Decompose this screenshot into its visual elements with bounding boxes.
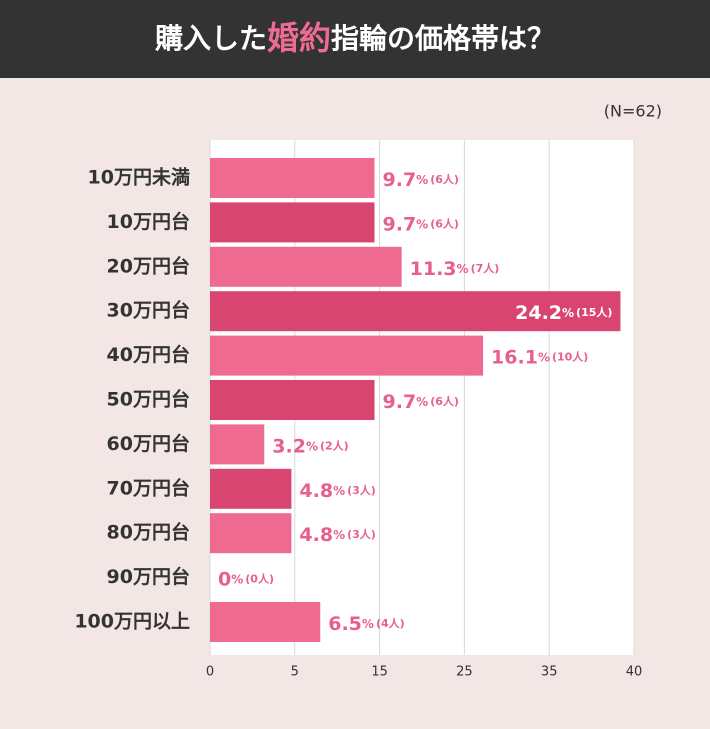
value-number: 24.2 xyxy=(515,302,562,324)
value-number: 9.7 xyxy=(383,169,417,191)
value-unit: % xyxy=(333,528,345,542)
y-tick-label: 100万円以上 xyxy=(74,611,190,633)
value-number: 3.2 xyxy=(272,435,306,457)
y-tick-label: 70万円台 xyxy=(107,476,190,499)
value-number: 9.7 xyxy=(383,391,417,413)
value-unit: % xyxy=(333,483,345,497)
count-label: (15人) xyxy=(576,305,612,319)
bar xyxy=(210,246,402,287)
value-label: 0% (0人) xyxy=(218,568,274,590)
header xyxy=(0,0,710,78)
value-unit: % xyxy=(306,439,318,453)
y-tick-label: 40万円台 xyxy=(107,343,190,366)
title-part: 指輪の価格帯は？ xyxy=(331,22,555,55)
bar xyxy=(210,158,375,198)
y-tick-label: 80万円台 xyxy=(107,521,190,544)
value-label: 4.8% (3人) xyxy=(299,479,375,501)
bar xyxy=(210,424,265,465)
sample-note: (N=62) xyxy=(604,102,662,121)
value-label: 24.2% (15人) xyxy=(515,302,612,324)
count-label: (2人) xyxy=(320,438,349,452)
y-tick-label: 50万円台 xyxy=(107,388,190,411)
value-label: 4.8% (3人) xyxy=(299,524,375,546)
bar xyxy=(210,468,292,509)
value-number: 6.5 xyxy=(328,613,362,635)
count-label: (6人) xyxy=(430,394,459,408)
x-tick-label: 25 xyxy=(456,665,473,680)
value-unit: % xyxy=(416,217,428,231)
value-label: 6.5% (4人) xyxy=(328,613,404,635)
x-tick-label: 0 xyxy=(206,665,214,680)
value-unit: % xyxy=(416,395,428,409)
value-number: 9.7 xyxy=(383,213,417,235)
value-label: 16.1% (10人) xyxy=(491,346,588,368)
y-tick-label: 60万円台 xyxy=(107,432,190,455)
x-tick-label: 5 xyxy=(291,665,299,680)
value-number: 4.8 xyxy=(299,524,333,546)
title-part: 購入した xyxy=(155,22,267,55)
count-label: (3人) xyxy=(347,527,376,541)
value-number: 16.1 xyxy=(491,346,538,368)
bar xyxy=(210,335,484,376)
bar xyxy=(210,380,375,420)
value-unit: % xyxy=(457,261,469,275)
bar xyxy=(210,602,321,642)
value-label: 11.3% (7人) xyxy=(410,257,500,279)
y-tick-label: 90万円台 xyxy=(107,565,190,588)
value-unit: % xyxy=(416,173,428,187)
value-label: 9.7% (6人) xyxy=(383,169,459,191)
y-tick-label: 20万円台 xyxy=(107,254,190,277)
y-tick-label: 30万円台 xyxy=(107,299,190,322)
count-label: (6人) xyxy=(430,172,459,186)
bar xyxy=(210,291,621,332)
x-tick-label: 35 xyxy=(541,665,558,680)
value-unit: % xyxy=(538,350,550,364)
x-tick-label: 40 xyxy=(626,665,643,680)
x-tick-label: 15 xyxy=(371,665,388,680)
value-number: 11.3 xyxy=(410,257,457,279)
value-label: 9.7% (6人) xyxy=(383,391,459,413)
title-highlight: 婚約 xyxy=(267,19,331,57)
bar xyxy=(210,513,292,554)
value-label: 3.2% (2人) xyxy=(272,435,348,457)
value-number: 0 xyxy=(218,568,231,590)
y-tick-label: 10万円台 xyxy=(107,210,190,233)
value-label: 9.7% (6人) xyxy=(383,213,459,235)
count-label: (4人) xyxy=(376,616,405,630)
value-unit: % xyxy=(562,306,574,320)
value-unit: % xyxy=(362,617,374,631)
chart-title: 購入した婚約指輪の価格帯は？ xyxy=(155,19,555,57)
value-number: 4.8 xyxy=(299,479,333,501)
count-label: (10人) xyxy=(552,350,588,364)
count-label: (3人) xyxy=(347,483,376,497)
y-tick-label: 10万円未満 xyxy=(88,166,190,189)
count-label: (7人) xyxy=(471,261,500,275)
bar xyxy=(210,202,375,243)
value-unit: % xyxy=(231,572,243,586)
count-label: (0人) xyxy=(245,572,274,586)
count-label: (6人) xyxy=(430,216,459,230)
